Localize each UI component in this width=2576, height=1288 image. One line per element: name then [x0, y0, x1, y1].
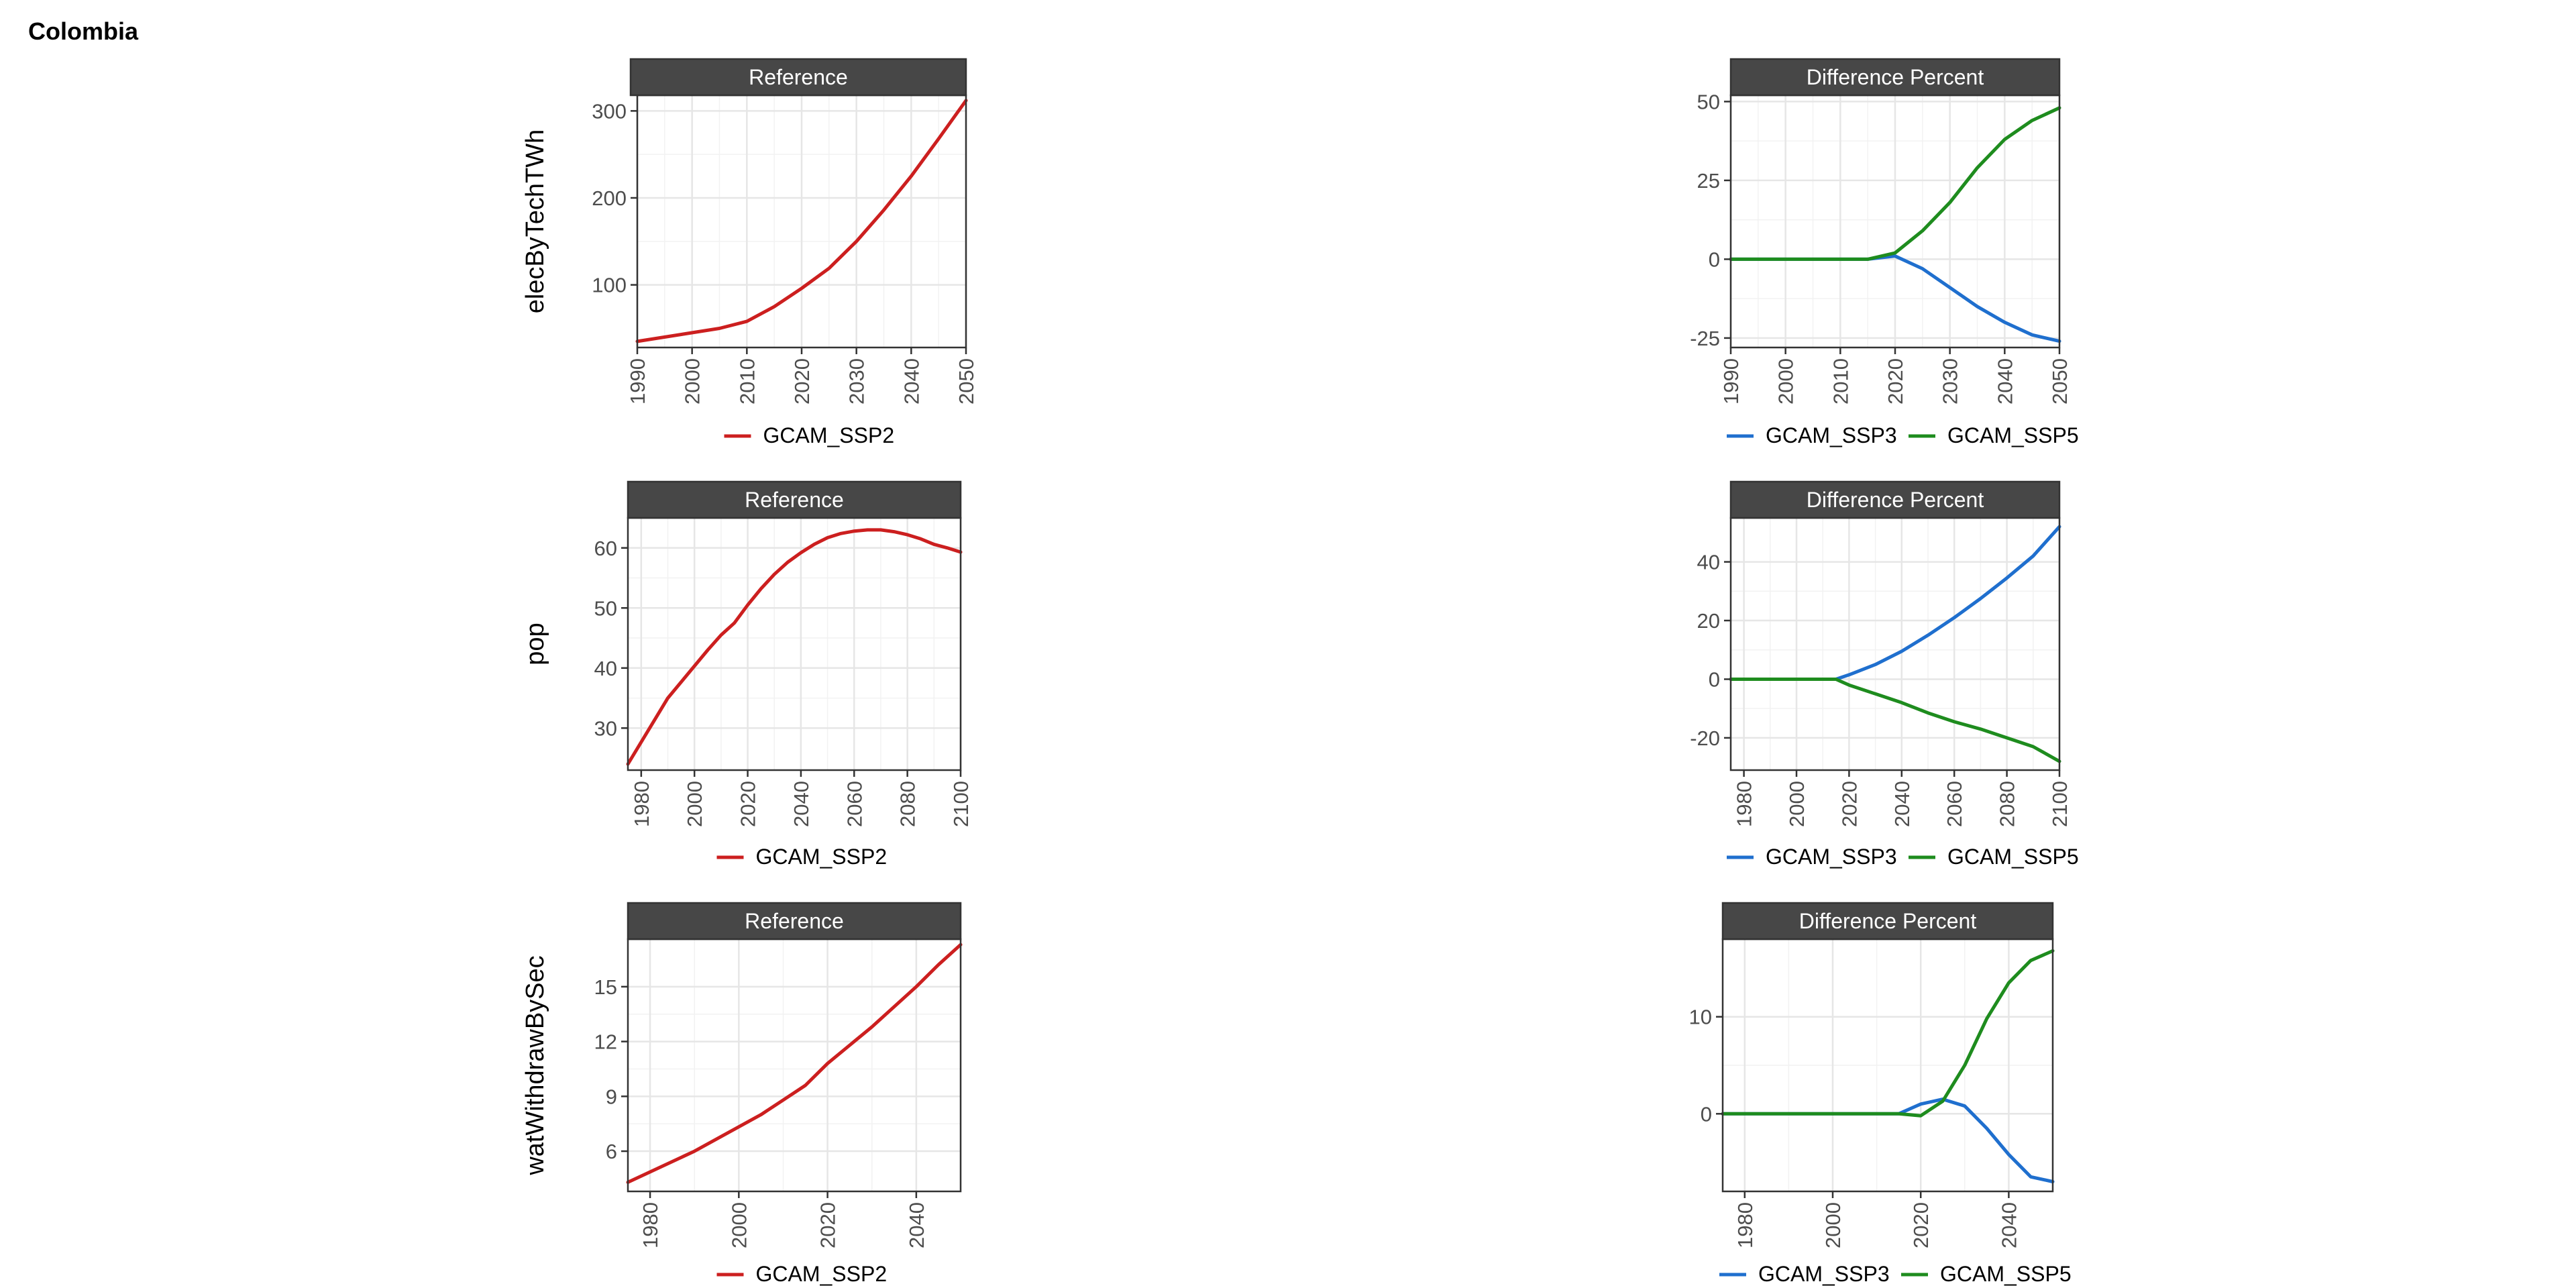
x-tick-label: 1990 — [626, 358, 649, 405]
x-tick-label: 2050 — [2048, 358, 2072, 405]
x-tick-label: 2000 — [681, 358, 704, 405]
x-tick-label: 2020 — [816, 1202, 840, 1248]
x-tick-label: 2020 — [737, 781, 760, 827]
series-line-gcam_ssp2 — [626, 943, 963, 1184]
row-label: pop — [521, 623, 549, 665]
chart-panel-6: Difference Percent 0 10 1980 2000 2020 2040 GCA… — [1689, 902, 2072, 1286]
facet-strip-label: Difference Percent — [1799, 909, 1977, 933]
series-line-gcam_ssp2 — [626, 528, 963, 766]
x-tick-label: 2020 — [1837, 781, 1861, 827]
y-tick-label: 0 — [1709, 248, 1720, 271]
x-tick-label: 2060 — [1943, 781, 1966, 827]
x-tick-label: 1980 — [639, 1202, 662, 1248]
legend-label: GCAM_SSP5 — [1947, 423, 2079, 447]
y-tick-label: -25 — [1690, 327, 1720, 350]
x-tick-label: 2010 — [735, 358, 759, 405]
series-line-gcam_ssp5 — [1729, 106, 2061, 261]
y-tick-label: 40 — [594, 657, 617, 680]
y-tick-label: -20 — [1690, 727, 1720, 750]
facet-strip-label: Reference — [749, 65, 848, 89]
chart-panel-1: Reference 100 200 300 1990 2000 2010 2020 2030 20… — [521, 58, 978, 447]
facet-strip — [1729, 480, 2061, 519]
x-tick-label: 2030 — [1939, 358, 1962, 405]
x-tick-label: 1990 — [1719, 358, 1743, 405]
series-line-gcam_ssp5 — [1729, 678, 2061, 763]
y-tick-label: 25 — [1697, 169, 1720, 193]
legend-label: GCAM_SSP2 — [756, 845, 888, 869]
legend-label: GCAM_SSP5 — [1947, 845, 2079, 869]
y-tick-label: 6 — [606, 1140, 617, 1163]
x-tick-label: 2040 — [905, 1202, 928, 1248]
x-tick-label: 2080 — [896, 781, 920, 827]
y-tick-label: 9 — [606, 1085, 617, 1108]
x-tick-label: 2020 — [1884, 358, 1907, 405]
y-tick-label: 0 — [1701, 1102, 1712, 1126]
x-tick-label: 2050 — [955, 358, 978, 405]
series-line-gcam_ssp5 — [1721, 949, 2055, 1118]
y-tick-label: 12 — [594, 1030, 617, 1054]
x-tick-label: 2000 — [1821, 1202, 1845, 1248]
x-tick-label: 2020 — [1909, 1202, 1933, 1248]
legend-label: GCAM_SSP2 — [756, 1262, 888, 1286]
facet-strip-label: Reference — [745, 488, 844, 512]
legend-label: GCAM_SSP3 — [1766, 423, 1897, 447]
y-tick-label: 50 — [594, 596, 617, 620]
y-tick-label: 10 — [1689, 1006, 1712, 1029]
row-label: elecByTechTWh — [521, 129, 549, 314]
facet-strip-label: Difference Percent — [1807, 488, 1984, 512]
x-tick-label: 2000 — [1785, 781, 1809, 827]
facet-strip — [1729, 58, 2061, 97]
x-tick-label: 2030 — [845, 358, 869, 405]
y-tick-label: 50 — [1697, 90, 1720, 113]
chart-panel-2: Difference Percent -25 0 25 50 1990 2000 2010 20… — [1690, 58, 2079, 447]
facet-strip — [629, 58, 967, 97]
x-tick-label: 2040 — [790, 781, 813, 827]
page-title: Colombia — [28, 17, 139, 45]
plot-area — [628, 939, 961, 1191]
x-tick-label: 2040 — [900, 358, 923, 405]
legend-label: GCAM_SSP3 — [1766, 845, 1897, 869]
facet-strip — [627, 480, 962, 519]
row-label: watWithdrawBySec — [521, 955, 549, 1175]
x-tick-label: 2100 — [949, 781, 973, 827]
x-tick-label: 2040 — [1993, 358, 2017, 405]
plot-area — [1731, 518, 2059, 770]
y-tick-label: 200 — [592, 186, 627, 210]
facet-strip-label: Reference — [745, 909, 844, 933]
chart-panel-3: Reference 30 40 50 60 1980 2000 2020 2040 2060 208… — [521, 480, 973, 869]
x-tick-label: 2010 — [1829, 358, 1852, 405]
y-tick-label: 60 — [594, 537, 617, 560]
y-tick-label: 100 — [592, 274, 627, 297]
facet-strip — [1721, 902, 2054, 941]
y-tick-label: 30 — [594, 716, 617, 740]
chart-panel-5: Reference 6 9 12 15 1980 2000 2020 2040 watWithdr… — [521, 902, 963, 1286]
y-tick-label: 15 — [594, 975, 617, 999]
y-tick-label: 300 — [592, 99, 627, 123]
legend-label: GCAM_SSP2 — [763, 423, 895, 447]
x-tick-label: 2080 — [1996, 781, 2019, 827]
x-tick-label: 2060 — [843, 781, 866, 827]
x-tick-label: 2040 — [1890, 781, 1914, 827]
y-tick-label: 0 — [1709, 667, 1720, 691]
x-tick-label: 1980 — [1733, 1202, 1757, 1248]
x-tick-label: 2020 — [790, 358, 814, 405]
x-tick-label: 2100 — [2048, 781, 2072, 827]
y-tick-label: 40 — [1697, 551, 1720, 574]
x-tick-label: 1980 — [630, 781, 653, 827]
legend-label: GCAM_SSP5 — [1940, 1262, 2072, 1286]
facet-strip-label: Difference Percent — [1807, 65, 1984, 89]
x-tick-label: 1980 — [1733, 781, 1756, 827]
y-tick-label: 20 — [1697, 609, 1720, 633]
x-tick-label: 2040 — [1997, 1202, 2021, 1248]
x-tick-label: 2000 — [683, 781, 706, 827]
x-tick-label: 2000 — [727, 1202, 751, 1248]
series-line-gcam_ssp2 — [635, 99, 968, 343]
x-tick-label: 2000 — [1774, 358, 1798, 405]
legend-label: GCAM_SSP3 — [1758, 1262, 1890, 1286]
facet-strip — [627, 902, 962, 941]
